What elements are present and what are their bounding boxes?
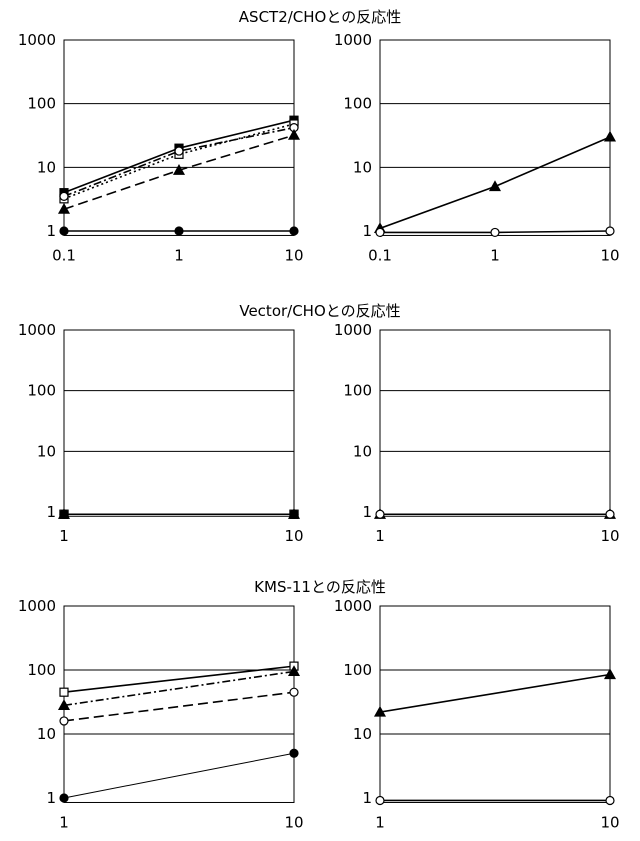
- chart-panel: 1 10 100 1000 0.1 1 10: [18, 31, 304, 264]
- y-tick-label: 1000: [334, 321, 372, 339]
- plot-frame: [64, 330, 294, 516]
- y-tick-label: 100: [343, 382, 372, 400]
- data-point: [605, 670, 615, 679]
- data-point: [289, 130, 299, 139]
- chart-panel: 1 10 100 1000 1 10: [18, 597, 304, 831]
- data-point: [60, 794, 68, 802]
- y-tick-label: 1000: [334, 597, 372, 615]
- section-title-asct2: ASCT2/CHOとの反応性: [239, 8, 401, 26]
- data-point: [175, 227, 183, 235]
- y-tick-label: 100: [343, 95, 372, 113]
- x-tick-label: 1: [59, 813, 69, 831]
- data-point: [290, 227, 298, 235]
- x-tick-label: 0.1: [52, 246, 76, 264]
- data-point: [60, 192, 68, 200]
- x-tick-label: 1: [375, 527, 385, 545]
- data-point: [290, 749, 298, 757]
- y-tick-label: 10: [353, 725, 372, 743]
- y-tick-label: 1000: [18, 31, 56, 49]
- x-tick-label: 0.1: [368, 246, 392, 264]
- series-line: [64, 124, 294, 199]
- section-title-vector: Vector/CHOとの反応性: [239, 302, 400, 320]
- data-point: [290, 688, 298, 696]
- section-title-kms11: KMS-11との反応性: [254, 578, 386, 596]
- chart-panels: 1 10 100 1000 0.1 1 10 1 10 100 1000 0.1 1 10 1 10 100 10…: [18, 31, 620, 831]
- y-tick-label: 10: [37, 158, 56, 176]
- data-point: [491, 228, 499, 236]
- series-line: [380, 675, 610, 713]
- data-point: [490, 181, 500, 190]
- chart-panel: 1 10 100 1000 0.1 1 10: [334, 31, 620, 264]
- y-tick-label: 10: [353, 442, 372, 460]
- x-tick-label: 10: [284, 813, 303, 831]
- data-point: [605, 132, 615, 141]
- x-tick-label: 1: [375, 813, 385, 831]
- x-tick-label: 10: [284, 527, 303, 545]
- plot-frame: [64, 606, 294, 802]
- y-tick-label: 100: [27, 661, 56, 679]
- plot-frame: [380, 40, 610, 235]
- series-line: [64, 692, 294, 721]
- plot-frame: [380, 606, 610, 802]
- data-point: [606, 796, 614, 804]
- x-tick-label: 1: [174, 246, 184, 264]
- y-tick-label: 1: [46, 222, 56, 240]
- y-tick-label: 10: [353, 158, 372, 176]
- y-tick-label: 100: [343, 661, 372, 679]
- y-tick-label: 1000: [18, 321, 56, 339]
- y-tick-label: 1: [46, 789, 56, 807]
- x-tick-label: 1: [59, 527, 69, 545]
- data-point: [290, 510, 298, 518]
- data-point: [60, 688, 68, 696]
- y-tick-label: 1: [362, 222, 372, 240]
- data-point: [376, 228, 384, 236]
- y-tick-label: 100: [27, 382, 56, 400]
- plot-frame: [64, 40, 294, 235]
- chart-panel: 1 10 100 1000 1 10: [334, 321, 620, 545]
- chart-panel: 1 10 100 1000 1 10: [18, 321, 304, 545]
- data-point: [606, 227, 614, 235]
- data-point: [606, 510, 614, 518]
- x-tick-label: 10: [600, 527, 619, 545]
- x-tick-label: 1: [490, 246, 500, 264]
- y-tick-label: 100: [27, 95, 56, 113]
- x-tick-label: 10: [600, 246, 619, 264]
- data-point: [60, 717, 68, 725]
- chart-panel: 1 10 100 1000 1 10: [334, 597, 620, 831]
- data-point: [376, 510, 384, 518]
- y-tick-label: 10: [37, 725, 56, 743]
- series-line: [64, 753, 294, 798]
- y-tick-label: 1: [362, 789, 372, 807]
- y-tick-label: 1000: [334, 31, 372, 49]
- y-tick-label: 1000: [18, 597, 56, 615]
- data-point: [60, 227, 68, 235]
- x-tick-label: 10: [284, 246, 303, 264]
- y-tick-label: 10: [37, 442, 56, 460]
- data-point: [60, 510, 68, 518]
- plot-frame: [380, 330, 610, 516]
- x-tick-label: 10: [600, 813, 619, 831]
- y-tick-label: 1: [46, 503, 56, 521]
- data-point: [175, 147, 183, 155]
- data-point: [376, 796, 384, 804]
- y-tick-label: 1: [362, 503, 372, 521]
